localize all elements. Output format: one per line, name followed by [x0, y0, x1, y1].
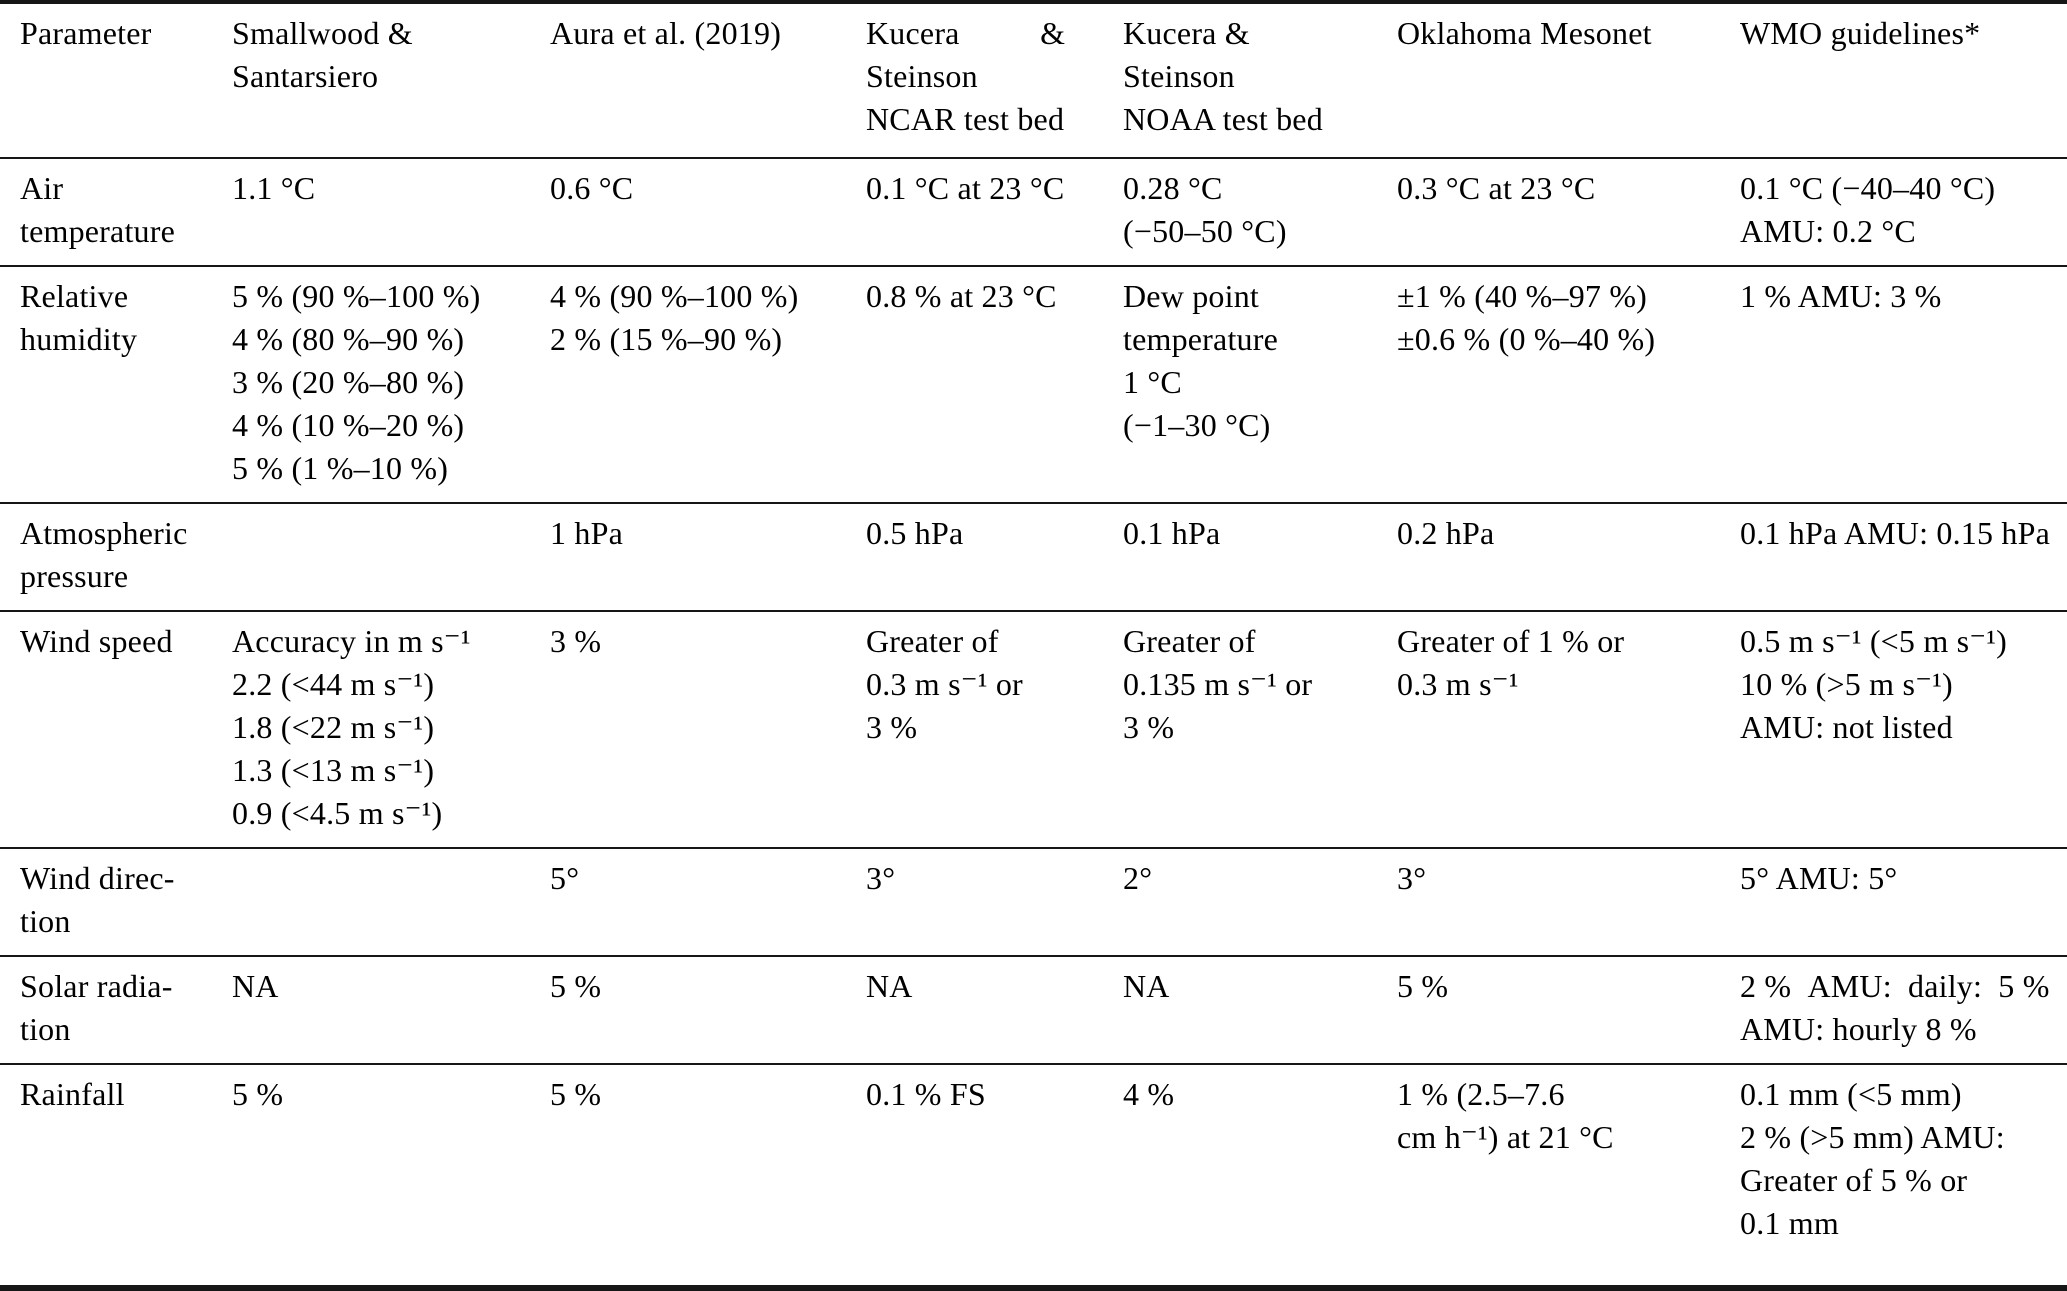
- parameter-cell: Wind direc- tion: [20, 860, 175, 939]
- column-header-smallwood-santarsiero: Smallwood & Santarsiero: [232, 15, 413, 94]
- value-cell: NA: [866, 968, 913, 1004]
- value-cell: 5 %: [1397, 968, 1449, 1004]
- value-cell: 5 %: [550, 968, 602, 1004]
- table-row: Wind direc- tion 5° 3° 2° 3° 5° AMU: 5°: [0, 848, 2067, 956]
- table-body: Air temperature 1.1 °C 0.6 °C 0.1 °C at 23 …: [0, 158, 2067, 1288]
- value-cell: 5 %: [232, 1076, 284, 1112]
- value-cell: 4 % (90 %–100 %) 2 % (15 %–90 %): [550, 278, 799, 357]
- value-cell: 5 % (90 %–100 %) 4 % (80 %–90 %) 3 % (20…: [232, 278, 481, 486]
- table-row: Solar radia- tion NA 5 % NA NA 5 % 2 % AMU: da…: [0, 956, 2067, 1064]
- table-row: Air temperature 1.1 °C 0.6 °C 0.1 °C at 23 …: [0, 158, 2067, 266]
- value-cell: 3°: [1397, 860, 1427, 896]
- value-cell: 0.1 mm (<5 mm) 2 % (>5 mm) AMU: Greater …: [1740, 1076, 2005, 1241]
- value-cell: [232, 848, 550, 956]
- column-header-wmo-guidelines: WMO guidelines*: [1740, 15, 1981, 51]
- value-cell: 3°: [866, 860, 896, 896]
- column-header-parameter: Parameter: [20, 15, 152, 51]
- parameter-cell: Wind speed: [20, 623, 173, 659]
- value-cell: NA: [232, 968, 279, 1004]
- value-cell: Greater of 0.135 m s⁻¹ or 3 %: [1123, 623, 1313, 745]
- table-row: Rainfall 5 % 5 % 0.1 % FS 4 % 1 % (2.5–7.6 cm…: [0, 1064, 2067, 1288]
- column-header-oklahoma-mesonet: Oklahoma Mesonet: [1397, 15, 1652, 51]
- value-cell: Greater of 1 % or 0.3 m s⁻¹: [1397, 623, 1625, 702]
- column-header-kucera-steinson-noaa: Kucera & Steinson NOAA test bed: [1123, 15, 1323, 137]
- value-cell: 0.1 hPa: [1123, 515, 1221, 551]
- column-header-aura-et-al: Aura et al. (2019): [550, 15, 782, 51]
- value-cell: 0.1 °C at 23 °C: [866, 170, 1065, 206]
- value-cell: Accuracy in m s⁻¹ 2.2 (<44 m s⁻¹) 1.8 (<…: [232, 623, 471, 831]
- value-cell: ±1 % (40 %–97 %) ±0.6 % (0 %–40 %): [1397, 278, 1656, 357]
- value-cell: NA: [1123, 968, 1170, 1004]
- value-cell: 2°: [1123, 860, 1153, 896]
- value-cell: 2 % AMU: daily: 5 % AMU: hourly 8 %: [1740, 968, 2050, 1047]
- table-row: Relative humidity 5 % (90 %–100 %) 4 % (8…: [0, 266, 2067, 503]
- value-cell: 1 % (2.5–7.6 cm h⁻¹) at 21 °C: [1397, 1076, 1614, 1155]
- value-cell: 1 % AMU: 3 %: [1740, 278, 1942, 314]
- parameter-cell: Atmospheric pressure: [20, 515, 188, 594]
- value-cell: Greater of 0.3 m s⁻¹ or 3 %: [866, 623, 1023, 745]
- value-cell: 0.6 °C: [550, 170, 634, 206]
- value-cell: 0.8 % at 23 °C: [866, 278, 1057, 314]
- value-cell: 0.2 hPa: [1397, 515, 1495, 551]
- value-cell: 5°: [550, 860, 580, 896]
- value-cell: 3 %: [550, 623, 602, 659]
- value-cell: 4 %: [1123, 1076, 1175, 1112]
- value-cell: 0.1 hPa AMU: 0.15 hPa: [1740, 515, 2050, 551]
- header-row: Parameter Smallwood & Santarsiero Aura e…: [0, 2, 2067, 158]
- table-header: Parameter Smallwood & Santarsiero Aura e…: [0, 2, 2067, 158]
- parameter-cell: Solar radia- tion: [20, 968, 173, 1047]
- value-cell: 0.1 °C (−40–40 °C) AMU: 0.2 °C: [1740, 170, 1996, 249]
- value-cell: [232, 503, 550, 611]
- value-cell: 1.1 °C: [232, 170, 316, 206]
- value-cell: 0.28 °C (−50–50 °C): [1123, 170, 1287, 249]
- value-cell: 0.3 °C at 23 °C: [1397, 170, 1596, 206]
- value-cell: 0.5 hPa: [866, 515, 964, 551]
- value-cell: 0.5 m s⁻¹ (<5 m s⁻¹) 10 % (>5 m s⁻¹) AMU…: [1740, 623, 2008, 745]
- parameter-cell: Rainfall: [20, 1076, 125, 1112]
- parameter-cell: Air temperature: [20, 170, 175, 249]
- column-header-kucera-steinson-ncar: Kucera & Steinson NCAR test bed: [866, 15, 1066, 137]
- value-cell: 5° AMU: 5°: [1740, 860, 1898, 896]
- value-cell: 0.1 % FS: [866, 1076, 986, 1112]
- value-cell: 1 hPa: [550, 515, 623, 551]
- table-row: Wind speed Accuracy in m s⁻¹ 2.2 (<44 m s…: [0, 611, 2067, 848]
- parameter-cell: Relative humidity: [20, 278, 138, 357]
- table-row: Atmospheric pressure 1 hPa 0.5 hPa 0.1 hPa 0…: [0, 503, 2067, 611]
- value-cell: 5 %: [550, 1076, 602, 1112]
- value-cell: Dew point temperature 1 °C (−1–30 °C): [1123, 278, 1278, 443]
